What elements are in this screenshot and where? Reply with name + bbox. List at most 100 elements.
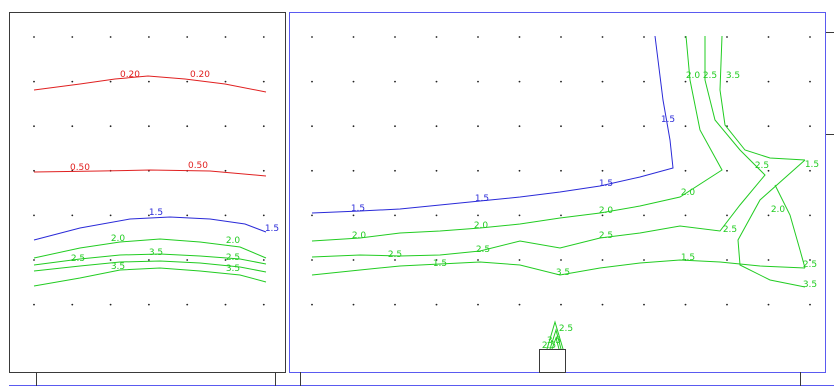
right-grid-dot — [767, 214, 770, 217]
right-blue-15-label: 1.5 — [475, 194, 489, 204]
right-grid-dot — [601, 259, 604, 261]
right-grid-dot — [684, 125, 687, 128]
left-grid-dot — [186, 36, 189, 38]
right-green-35-label: 3.5 — [726, 71, 740, 81]
right-grid-dot — [809, 80, 811, 83]
left-grid-dot — [33, 214, 35, 217]
grid-dots — [33, 36, 811, 306]
right-grid-dot — [477, 80, 479, 83]
left-green-25-line — [33, 253, 267, 266]
right-grid-dot — [684, 169, 687, 172]
left-grid-dot — [262, 125, 265, 128]
right-grid-dot — [477, 36, 479, 38]
left-grid-dot — [109, 259, 112, 261]
right-grid-dot — [601, 80, 604, 83]
source-peak-label: 3.5 — [547, 336, 561, 346]
right-green-20-label: 2.0 — [474, 221, 489, 231]
left-grid-dot — [33, 80, 35, 83]
right-grid-dot — [643, 125, 645, 128]
right-grid-dot — [477, 259, 479, 261]
right-green-35-line — [311, 259, 806, 276]
source-peak-contour — [546, 320, 564, 350]
left-grid-dot — [33, 125, 35, 128]
right-grid-dot — [643, 36, 645, 38]
left-grid-dot — [109, 125, 112, 128]
right-grid-dot — [726, 169, 728, 172]
right-grid-dot — [601, 214, 604, 217]
left-grid-dot — [71, 214, 74, 217]
right-grid-dot — [560, 214, 562, 217]
left-grid-dot — [224, 80, 227, 83]
left-red-050-line — [33, 169, 267, 177]
right-grid-dot — [726, 80, 728, 83]
right-grid-dot — [394, 303, 396, 306]
right-green-20-line — [311, 35, 723, 242]
right-grid-dot — [435, 259, 438, 261]
right-green-35-label: 2.5 — [803, 260, 817, 270]
left-grid-dot — [186, 125, 189, 128]
right-grid-dot — [684, 303, 687, 306]
right-blue-15-label: 1.5 — [661, 115, 675, 125]
right-green-25-label: 2.5 — [599, 231, 613, 241]
right-grid-dot — [518, 80, 521, 83]
left-grid-dot — [262, 259, 265, 261]
left-grid-dot — [186, 80, 189, 83]
right-grid-dot — [352, 214, 355, 217]
right-grid-dot — [435, 303, 438, 306]
source-peak-label: 2.5 — [542, 341, 556, 351]
right-green-20-label: 2.0 — [686, 71, 701, 81]
right-grid-dot — [394, 80, 396, 83]
left-grid-dot — [224, 125, 227, 128]
left-grid-dot — [186, 259, 189, 261]
right-grid-dot — [726, 303, 728, 306]
left-grid-dot — [186, 303, 189, 306]
left-grid-dot — [148, 259, 150, 261]
right-grid-dot — [601, 303, 604, 306]
right-green-20-label: 2.0 — [771, 205, 786, 215]
right-green-25-label: 2.5 — [476, 245, 490, 255]
left-grid-dot — [262, 80, 265, 83]
right-grid-dot — [477, 214, 479, 217]
left-red-020-line — [33, 75, 267, 93]
left-green-20-line — [33, 238, 267, 259]
right-grid-dot — [311, 259, 313, 261]
right-blue-15-label: 1.5 — [599, 179, 613, 189]
right-grid-dot — [643, 80, 645, 83]
right-grid-dot — [809, 125, 811, 128]
right-grid-dot — [767, 303, 770, 306]
left-grid-dot — [109, 303, 112, 306]
right-grid-dot — [352, 80, 355, 83]
right-grid-dot — [352, 36, 355, 38]
right-green-20-label: 2.0 — [352, 231, 367, 241]
right-green-inner-line — [774, 184, 806, 269]
left-grid-dot — [71, 125, 74, 128]
source-box — [539, 349, 566, 373]
right-green-35-label: 1.5 — [805, 160, 819, 170]
left-red-020-label: 0.20 — [190, 70, 210, 80]
right-grid-dot — [394, 125, 396, 128]
right-green-fan-line — [737, 159, 806, 288]
left-green-20-label: 2.0 — [226, 236, 241, 246]
left-grid-dot — [71, 303, 74, 306]
right-grid-dot — [560, 36, 562, 38]
left-blue-15-label: 1.5 — [149, 208, 163, 218]
right-green-35-label: 3.5 — [556, 268, 570, 278]
right-grid-dot — [726, 259, 728, 261]
right-grid-dot — [601, 125, 604, 128]
left-grid-dot — [148, 214, 150, 217]
right-grid-dot — [809, 36, 811, 38]
left-grid-dot — [109, 214, 112, 217]
left-green-35-label: 3.5 — [226, 264, 240, 274]
right-green-outer-line — [719, 35, 806, 161]
left-green-20-label: 2.0 — [111, 234, 126, 244]
right-grid-dot — [435, 214, 438, 217]
left-green-25-label: 3.5 — [149, 248, 163, 258]
right-grid-dot — [643, 303, 645, 306]
right-grid-dot — [435, 36, 438, 38]
right-grid-dot — [435, 125, 438, 128]
right-grid-dot — [311, 125, 313, 128]
left-blue-15-line — [33, 216, 267, 241]
right-green-35-label: 1.5 — [433, 259, 447, 269]
right-grid-dot — [726, 36, 728, 38]
left-green-25-label: 2.5 — [71, 254, 85, 264]
